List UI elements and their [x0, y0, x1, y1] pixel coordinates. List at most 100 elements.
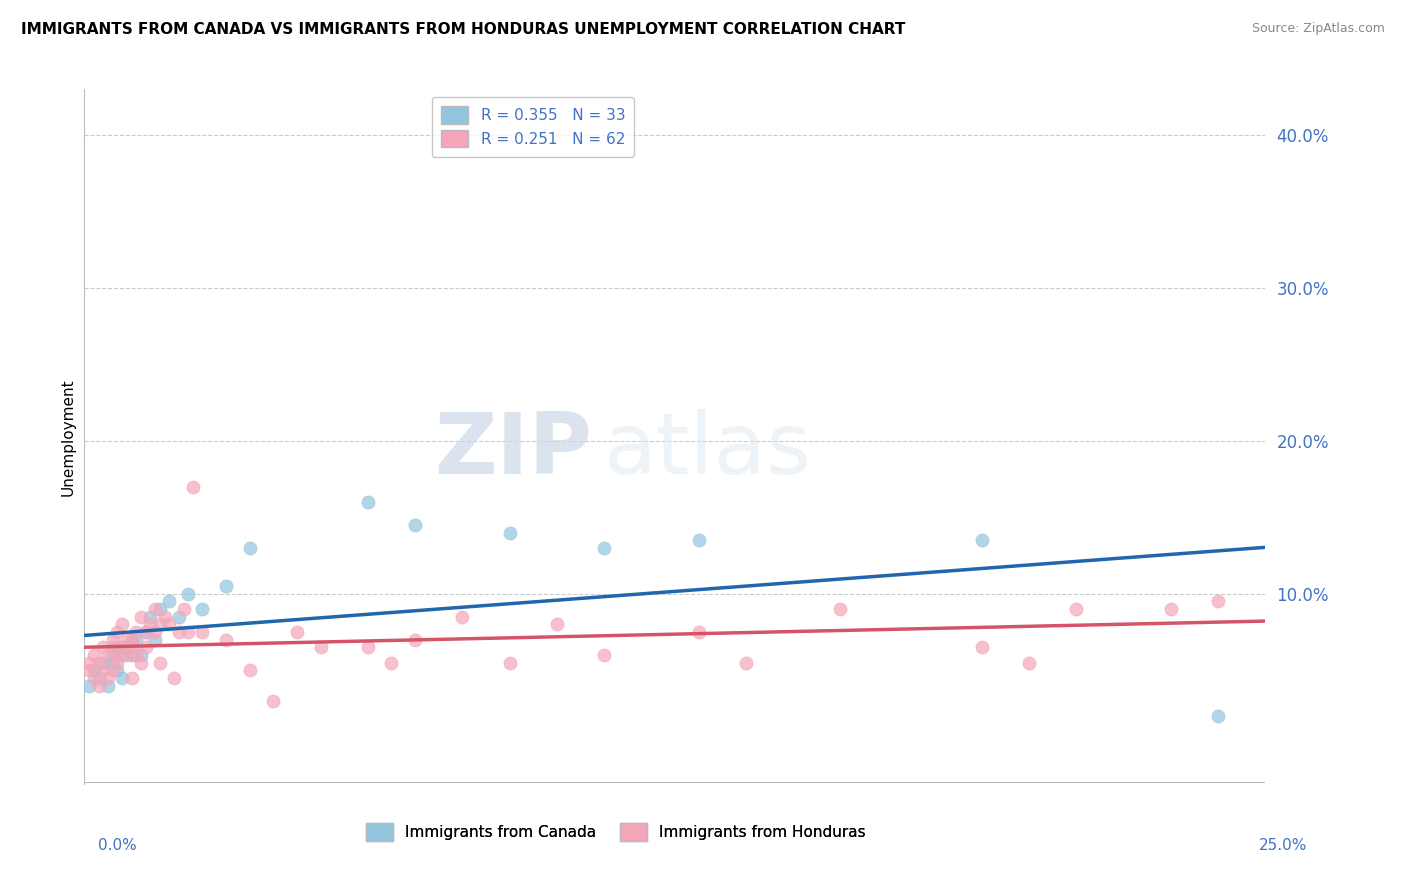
- Point: [177, 587, 200, 601]
- Text: 0.0%: 0.0%: [98, 838, 138, 854]
- Point: [77, 656, 100, 670]
- Point: [139, 609, 162, 624]
- Point: [970, 640, 993, 655]
- Point: [167, 625, 190, 640]
- Point: [121, 632, 143, 647]
- Point: [285, 625, 308, 640]
- Point: [129, 648, 152, 662]
- Point: [149, 617, 172, 632]
- Point: [143, 602, 166, 616]
- Point: [77, 679, 100, 693]
- Point: [107, 648, 129, 662]
- Text: ZIP: ZIP: [434, 409, 592, 492]
- Point: [173, 602, 195, 616]
- Point: [191, 602, 214, 616]
- Point: [191, 625, 214, 640]
- Point: [215, 632, 238, 647]
- Point: [688, 625, 710, 640]
- Point: [239, 663, 262, 677]
- Point: [101, 663, 124, 677]
- Point: [157, 594, 180, 608]
- Point: [135, 625, 157, 640]
- Text: IMMIGRANTS FROM CANADA VS IMMIGRANTS FROM HONDURAS UNEMPLOYMENT CORRELATION CHAR: IMMIGRANTS FROM CANADA VS IMMIGRANTS FRO…: [21, 22, 905, 37]
- Point: [91, 663, 114, 677]
- Point: [125, 648, 148, 662]
- Point: [177, 625, 200, 640]
- Point: [83, 648, 105, 662]
- Point: [87, 679, 110, 693]
- Point: [91, 656, 114, 670]
- Point: [115, 640, 138, 655]
- Point: [97, 648, 120, 662]
- Text: 25.0%: 25.0%: [1260, 838, 1308, 854]
- Point: [262, 694, 284, 708]
- Point: [404, 518, 426, 533]
- Point: [830, 602, 852, 616]
- Point: [125, 632, 148, 647]
- Point: [357, 495, 380, 509]
- Point: [688, 533, 710, 548]
- Point: [129, 609, 152, 624]
- Point: [734, 656, 756, 670]
- Point: [498, 525, 520, 540]
- Point: [1206, 709, 1229, 723]
- Point: [1206, 594, 1229, 608]
- Point: [91, 640, 114, 655]
- Point: [167, 609, 190, 624]
- Y-axis label: Unemployment: Unemployment: [60, 378, 76, 496]
- Point: [149, 656, 172, 670]
- Point: [101, 640, 124, 655]
- Point: [97, 671, 120, 685]
- Point: [121, 671, 143, 685]
- Point: [135, 640, 157, 655]
- Point: [1160, 602, 1182, 616]
- Point: [149, 602, 172, 616]
- Point: [87, 656, 110, 670]
- Point: [111, 640, 134, 655]
- Point: [111, 617, 134, 632]
- Point: [970, 533, 993, 548]
- Point: [139, 617, 162, 632]
- Point: [121, 640, 143, 655]
- Text: atlas: atlas: [605, 409, 813, 492]
- Point: [107, 640, 129, 655]
- Point: [498, 656, 520, 670]
- Point: [111, 648, 134, 662]
- Point: [143, 625, 166, 640]
- Point: [404, 632, 426, 647]
- Point: [101, 632, 124, 647]
- Point: [1018, 656, 1040, 670]
- Point: [157, 617, 180, 632]
- Point: [593, 541, 616, 555]
- Point: [129, 656, 152, 670]
- Point: [239, 541, 262, 555]
- Point: [121, 648, 143, 662]
- Point: [97, 679, 120, 693]
- Point: [357, 640, 380, 655]
- Point: [380, 656, 402, 670]
- Point: [135, 625, 157, 640]
- Point: [546, 617, 568, 632]
- Point: [107, 663, 129, 677]
- Point: [115, 648, 138, 662]
- Point: [101, 648, 124, 662]
- Point: [593, 648, 616, 662]
- Point: [107, 656, 129, 670]
- Point: [87, 671, 110, 685]
- Point: [125, 625, 148, 640]
- Point: [83, 671, 105, 685]
- Point: [451, 609, 474, 624]
- Point: [215, 579, 238, 593]
- Point: [153, 609, 176, 624]
- Point: [143, 632, 166, 647]
- Point: [121, 632, 143, 647]
- Point: [1066, 602, 1088, 616]
- Point: [309, 640, 332, 655]
- Point: [77, 663, 100, 677]
- Point: [163, 671, 186, 685]
- Text: Source: ZipAtlas.com: Source: ZipAtlas.com: [1251, 22, 1385, 36]
- Point: [111, 671, 134, 685]
- Point: [83, 663, 105, 677]
- Point: [107, 625, 129, 640]
- Point: [101, 656, 124, 670]
